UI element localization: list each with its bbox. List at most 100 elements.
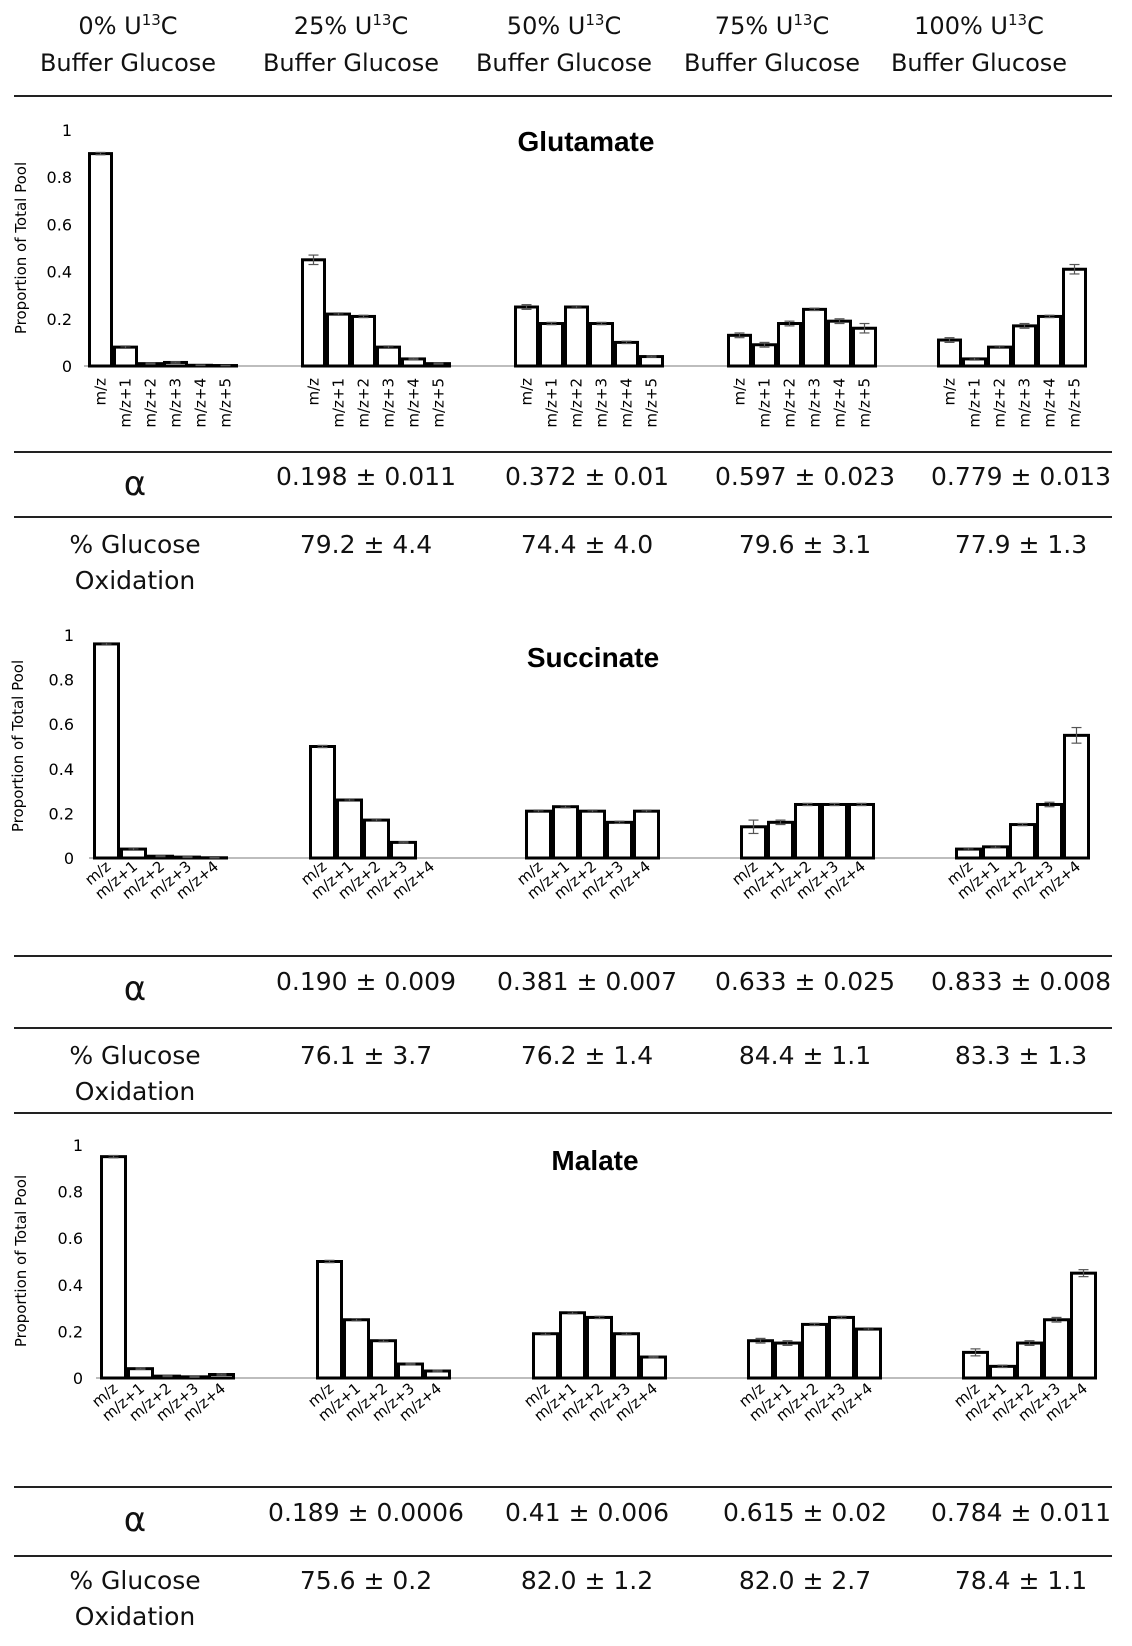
oxidation-value: 83.3 ± 1.3: [954, 1041, 1088, 1070]
x-tick-label: m/z+2: [142, 378, 160, 428]
alpha-value: 0.779 ± 0.013: [931, 462, 1111, 491]
bar: [727, 333, 752, 368]
y-tick-label: 0.6: [58, 1229, 83, 1248]
x-tick-label: m/z+4: [405, 378, 423, 428]
oxidation-label: % Glucose Oxidation: [69, 1041, 201, 1106]
oxidation-label: % Glucose Oxidation: [69, 530, 201, 595]
y-tick-label: 0.2: [49, 804, 74, 823]
bar: [552, 805, 579, 860]
bar: [1043, 1318, 1070, 1380]
x-tick-label: m/z+2: [781, 378, 799, 428]
y-tick-label: 0.4: [47, 263, 72, 282]
column-header: 75% U13C Buffer Glucose: [683, 11, 861, 77]
bar: [370, 1339, 397, 1380]
bar: [113, 345, 138, 368]
bar: [828, 1315, 855, 1380]
bar: [1063, 733, 1090, 860]
x-tick-label: m/z+2: [568, 378, 586, 428]
oxidation-value: 76.1 ± 3.7: [299, 1041, 433, 1070]
bar: [88, 152, 113, 368]
divider: [14, 1112, 1112, 1114]
x-tick-label: m/z+1: [117, 378, 135, 428]
bar: [127, 1367, 154, 1380]
column-header: 25% U13C Buffer Glucose: [262, 11, 440, 77]
y-axis-label: Proportion of Total Pool: [12, 162, 30, 334]
y-tick-label: 0: [64, 849, 74, 868]
alpha-value: 0.633 ± 0.025: [715, 967, 895, 996]
bar: [821, 802, 848, 860]
x-tick-label: m/z: [518, 378, 536, 406]
x-tick-label: m/z+5: [430, 378, 448, 428]
bar: [937, 338, 962, 368]
y-tick-label: 0: [73, 1369, 83, 1388]
y-tick-label: 0.4: [58, 1276, 83, 1295]
bar: [1012, 324, 1037, 368]
x-tick-label: m/z+1: [966, 378, 984, 428]
bar: [564, 305, 589, 368]
bar: [376, 345, 401, 368]
bar: [613, 1332, 640, 1380]
alpha-label: α: [123, 464, 147, 504]
oxidation-value: 79.2 ± 4.4: [299, 530, 433, 559]
bar: [559, 1311, 586, 1380]
y-axis-label: Proportion of Total Pool: [9, 660, 27, 832]
bar: [100, 1155, 127, 1380]
alpha-value: 0.784 ± 0.011: [931, 1498, 1111, 1527]
bar: [351, 314, 376, 368]
bar: [532, 1332, 559, 1380]
alpha-label: α: [123, 969, 147, 1009]
x-tick-label: m/z+1: [330, 378, 348, 428]
y-tick-label: 1: [64, 626, 74, 645]
bar: [586, 1315, 613, 1380]
bar: [579, 809, 606, 860]
bar: [336, 798, 363, 860]
alpha-value: 0.381 ± 0.007: [497, 967, 677, 996]
x-tick-label: m/z+2: [355, 378, 373, 428]
y-tick-label: 0.8: [49, 671, 74, 690]
bar: [1036, 802, 1063, 860]
y-tick-label: 0.8: [47, 168, 72, 187]
x-tick-label: m/z+4: [1041, 378, 1059, 428]
oxidation-value: 75.6 ± 0.2: [299, 1566, 433, 1595]
x-tick-label: m/z+5: [217, 378, 235, 428]
x-tick-label: m/z: [941, 378, 959, 406]
bar: [827, 319, 852, 368]
x-tick-label: m/z: [305, 378, 323, 406]
y-tick-label: 0.2: [58, 1322, 83, 1341]
x-tick-label: m/z+1: [756, 378, 774, 428]
bar: [606, 820, 633, 860]
bar: [309, 745, 336, 860]
bar: [326, 312, 351, 368]
bar: [343, 1318, 370, 1380]
x-tick-label: m/z+5: [1066, 378, 1084, 428]
alpha-value: 0.189 ± 0.0006: [268, 1498, 464, 1527]
x-tick-label: m/z+3: [1016, 378, 1034, 428]
bar: [633, 809, 660, 860]
y-tick-label: 0: [62, 357, 72, 376]
chart-title: Succinate: [527, 642, 659, 673]
x-tick-label: m/z+4: [618, 378, 636, 428]
x-tick-label: m/z+3: [380, 378, 398, 428]
oxidation-value: 78.4 ± 1.1: [954, 1566, 1088, 1595]
oxidation-value: 74.4 ± 4.0: [520, 530, 654, 559]
divider: [14, 95, 1112, 97]
bar: [93, 642, 120, 860]
y-axis-label: Proportion of Total Pool: [12, 1175, 30, 1347]
y-tick-label: 0.2: [47, 310, 72, 329]
oxidation-value: 82.0 ± 1.2: [520, 1566, 654, 1595]
y-tick-label: 0.6: [47, 215, 72, 234]
bar: [802, 307, 827, 368]
divider: [14, 451, 1112, 453]
bar: [852, 326, 877, 368]
bar: [1009, 823, 1036, 860]
bar: [767, 820, 794, 860]
oxidation-value: 84.4 ± 1.1: [738, 1041, 872, 1070]
x-tick-label: m/z+5: [643, 378, 661, 428]
bar: [1037, 314, 1062, 368]
bar: [390, 840, 417, 860]
oxidation-value: 77.9 ± 1.3: [954, 530, 1088, 559]
divider: [14, 516, 1112, 518]
alpha-value: 0.833 ± 0.008: [931, 967, 1111, 996]
alpha-value: 0.41 ± 0.006: [504, 1498, 670, 1527]
